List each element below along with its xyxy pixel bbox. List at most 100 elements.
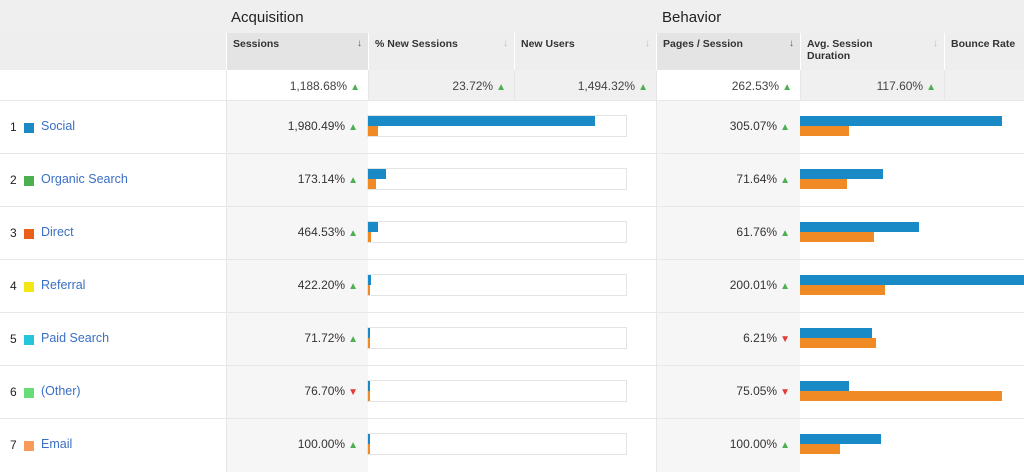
total-value: 1,188.68% bbox=[289, 79, 348, 93]
row-rank: 7 bbox=[10, 438, 17, 452]
channel-link[interactable]: Paid Search bbox=[41, 331, 110, 345]
sessions-cell: 422.20% ▲ bbox=[226, 260, 368, 313]
channel-link[interactable]: Social bbox=[41, 119, 76, 133]
pages-session-value: 6.21% bbox=[743, 331, 778, 345]
row-rank: 1 bbox=[10, 120, 17, 134]
total-value: 262.53% bbox=[731, 79, 780, 93]
row-rank: 4 bbox=[10, 279, 17, 293]
pages-session-cell: 75.05% ▼ bbox=[656, 366, 800, 419]
acquisition-bar-track bbox=[367, 433, 627, 455]
arrow-up-icon: ▲ bbox=[780, 281, 790, 292]
sessions-cell: 76.70% ▼ bbox=[226, 366, 368, 419]
arrow-down-icon: ▼ bbox=[348, 387, 358, 398]
acquisition-bar-current bbox=[368, 434, 370, 444]
table-row: 6 (Other) 76.70% ▼ 75.05% ▼ bbox=[0, 365, 1024, 419]
channel-link[interactable]: Email bbox=[41, 437, 73, 451]
arrow-down-icon[interactable]: ↓ bbox=[933, 38, 938, 49]
acquisition-bar-previous bbox=[368, 444, 370, 454]
pages-session-value: 71.64% bbox=[736, 172, 778, 186]
header-bounce-rate[interactable]: Bounce Rate bbox=[944, 33, 1024, 70]
channel-link[interactable]: Referral bbox=[41, 278, 86, 292]
arrow-down-icon[interactable]: ↓ bbox=[503, 38, 508, 49]
header-new-users[interactable]: New Users ↓ bbox=[514, 33, 656, 70]
pages-session-value: 200.01% bbox=[729, 278, 778, 292]
total-new-sessions: 23.72% ▲ bbox=[368, 70, 514, 100]
total-value: 117.60% bbox=[876, 79, 924, 93]
arrow-up-icon: ▲ bbox=[348, 175, 358, 186]
sessions-cell: 100.00% ▲ bbox=[226, 419, 368, 472]
header-new-sessions[interactable]: % New Sessions ↓ bbox=[368, 33, 514, 70]
arrow-up-icon: ▲ bbox=[348, 228, 358, 239]
acquisition-bar-current bbox=[368, 116, 596, 126]
behavior-bar-current bbox=[800, 116, 1002, 126]
pages-session-value: 305.07% bbox=[729, 119, 778, 133]
channel-color-swatch bbox=[24, 282, 34, 292]
behavior-bar-current bbox=[800, 434, 881, 444]
behavior-bar-current bbox=[800, 381, 850, 391]
channel-color-swatch bbox=[24, 176, 34, 186]
group-behavior: Behavior bbox=[662, 9, 722, 26]
pages-session-cell: 305.07% ▲ bbox=[656, 101, 800, 154]
channel-link[interactable]: (Other) bbox=[41, 384, 81, 398]
arrow-down-icon: ▼ bbox=[780, 387, 790, 398]
pages-session-cell: 61.76% ▲ bbox=[656, 207, 800, 260]
acquisition-bar-current bbox=[368, 222, 379, 232]
channel-link[interactable]: Direct bbox=[41, 225, 74, 239]
arrow-up-icon: ▲ bbox=[348, 281, 358, 292]
behavior-bar-previous bbox=[800, 391, 1002, 401]
arrow-down-icon[interactable]: ↓ bbox=[789, 38, 794, 49]
acquisition-bar-track bbox=[367, 380, 627, 402]
arrow-up-icon: ▲ bbox=[638, 82, 648, 93]
group-acquisition: Acquisition bbox=[231, 9, 304, 26]
total-value: 23.72% bbox=[452, 79, 494, 93]
row-rank: 3 bbox=[10, 226, 17, 240]
pages-session-cell: 6.21% ▼ bbox=[656, 313, 800, 366]
sessions-cell: 464.53% ▲ bbox=[226, 207, 368, 260]
acquisition-bar-current bbox=[368, 328, 370, 338]
acquisition-bar-previous bbox=[368, 285, 371, 295]
arrow-up-icon: ▲ bbox=[780, 440, 790, 451]
behavior-bar-previous bbox=[800, 285, 886, 295]
arrow-up-icon: ▲ bbox=[926, 82, 936, 93]
header-label: New Users bbox=[521, 38, 575, 50]
acquisition-bar-current bbox=[368, 169, 387, 179]
arrow-up-icon: ▲ bbox=[348, 440, 358, 451]
arrow-up-icon: ▲ bbox=[782, 82, 792, 93]
acquisition-bar-current bbox=[368, 275, 372, 285]
table-row: 1 Social 1,980.49% ▲ 305.07% ▲ bbox=[0, 100, 1024, 154]
pages-session-cell: 100.00% ▲ bbox=[656, 419, 800, 472]
header-label: % New Sessions bbox=[375, 38, 458, 50]
behavior-bar-previous bbox=[800, 232, 874, 242]
header-avg-duration[interactable]: Avg. Session Duration ↓ bbox=[800, 33, 944, 70]
acquisition-bar-track bbox=[367, 221, 627, 243]
total-new-users: 1,494.32% ▲ bbox=[514, 70, 656, 100]
group-header-band bbox=[0, 0, 1024, 33]
arrow-up-icon: ▲ bbox=[348, 334, 358, 345]
pages-session-value: 75.05% bbox=[736, 384, 778, 398]
channel-link[interactable]: Organic Search bbox=[41, 172, 128, 186]
arrow-up-icon: ▲ bbox=[496, 82, 506, 93]
total-pages-session: 262.53% ▲ bbox=[656, 70, 800, 100]
acquisition-bar-track bbox=[367, 274, 627, 296]
acquisition-bar-previous bbox=[368, 126, 379, 136]
sessions-value: 173.14% bbox=[297, 172, 346, 186]
sessions-value: 76.70% bbox=[304, 384, 346, 398]
header-sessions[interactable]: Sessions ↓ bbox=[226, 33, 368, 70]
row-rank: 2 bbox=[10, 173, 17, 187]
behavior-bar-current bbox=[800, 275, 1024, 285]
header-pages-session[interactable]: Pages / Session ↓ bbox=[656, 33, 800, 70]
behavior-bar-current bbox=[800, 328, 872, 338]
arrow-down-icon: ▼ bbox=[780, 334, 790, 345]
header-label: Avg. Session Duration bbox=[807, 38, 873, 62]
arrow-down-icon[interactable]: ↓ bbox=[357, 38, 362, 49]
arrow-up-icon: ▲ bbox=[350, 82, 360, 93]
arrow-up-icon: ▲ bbox=[348, 122, 358, 133]
sessions-cell: 1,980.49% ▲ bbox=[226, 101, 368, 154]
header-label: Bounce Rate bbox=[951, 38, 1016, 50]
pages-session-value: 61.76% bbox=[736, 225, 778, 239]
total-bounce-rate bbox=[944, 70, 1024, 100]
channel-color-swatch bbox=[24, 388, 34, 398]
table-row: 3 Direct 464.53% ▲ 61.76% ▲ bbox=[0, 206, 1024, 260]
arrow-down-icon[interactable]: ↓ bbox=[645, 38, 650, 49]
behavior-bar-previous bbox=[800, 126, 850, 136]
